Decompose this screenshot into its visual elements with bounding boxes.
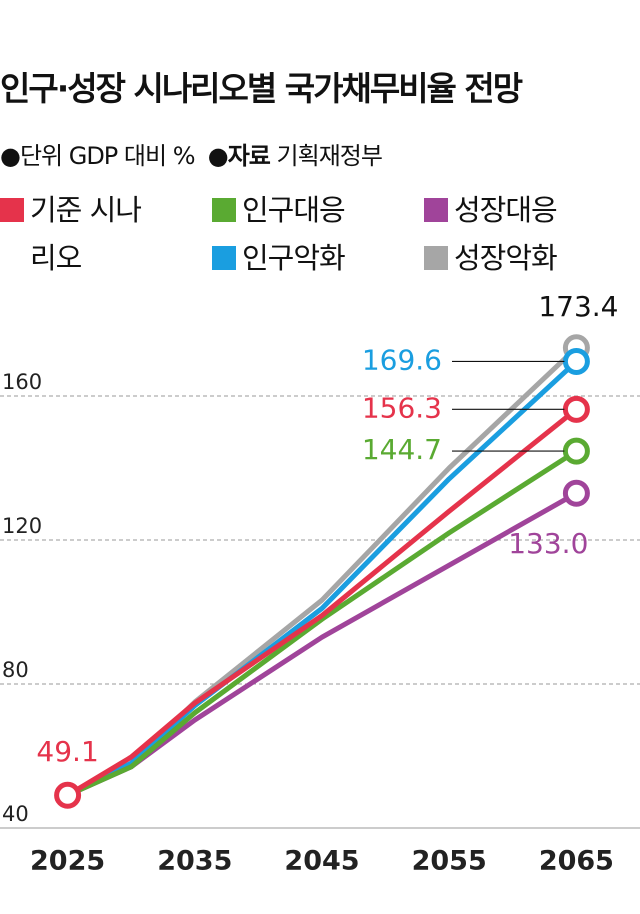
chart-title: 인구·성장 시나리오별 국가채무비율 전망 xyxy=(0,69,523,108)
value-label: 144.7 xyxy=(362,433,442,466)
point-marker xyxy=(562,347,590,375)
legend-swatch xyxy=(424,246,448,270)
x-tick-label: 2025 xyxy=(30,846,105,877)
y-tick-label: 40 xyxy=(2,802,29,826)
series-line xyxy=(65,406,579,798)
y-tick-label: 80 xyxy=(2,658,29,682)
legend-swatch xyxy=(212,246,236,270)
legend-swatch xyxy=(424,198,448,222)
source: 기획재정부 xyxy=(276,142,383,170)
source-label: ●자료 xyxy=(207,142,271,170)
unit: ●단위 GDP 대비 % xyxy=(0,142,196,170)
point-marker xyxy=(562,479,590,507)
point-marker xyxy=(562,437,590,465)
value-label: 49.1 xyxy=(36,735,98,768)
y-tick-label: 120 xyxy=(2,514,42,538)
legend-item: 기준 시나리오 xyxy=(0,190,212,286)
x-tick-label: 2065 xyxy=(539,846,614,877)
legend-swatch xyxy=(212,198,236,222)
legend-item: 인구악화 xyxy=(212,238,424,286)
legend-label: 성장대응 xyxy=(454,193,558,227)
point-marker xyxy=(562,395,590,423)
series-line xyxy=(65,448,579,798)
value-label: 133.0 xyxy=(508,527,588,560)
series-line xyxy=(65,345,579,798)
value-label: 169.6 xyxy=(362,343,442,376)
legend-label: 인구대응 xyxy=(242,193,346,227)
value-label: 156.3 xyxy=(362,391,442,424)
subtitle: ●단위 GDP 대비 % ●자료 기획재정부 xyxy=(0,136,383,171)
legend-item: 성장대응 xyxy=(424,190,640,238)
legend-swatch xyxy=(0,198,24,222)
x-tick-label: 2055 xyxy=(412,846,487,877)
legend-label: 성장악화 xyxy=(454,241,558,275)
legend-item: 성장악화 xyxy=(424,238,640,286)
legend-label: 인구악화 xyxy=(242,241,346,275)
y-tick-label: 160 xyxy=(2,370,42,394)
x-tick-label: 2045 xyxy=(284,846,359,877)
x-tick-label: 2035 xyxy=(157,846,232,877)
point-marker xyxy=(54,781,82,809)
legend-item: 인구대응 xyxy=(212,190,424,238)
value-label: 173.4 xyxy=(538,290,618,323)
series-line xyxy=(65,358,579,798)
legend-label: 기준 시나리오 xyxy=(30,193,142,275)
